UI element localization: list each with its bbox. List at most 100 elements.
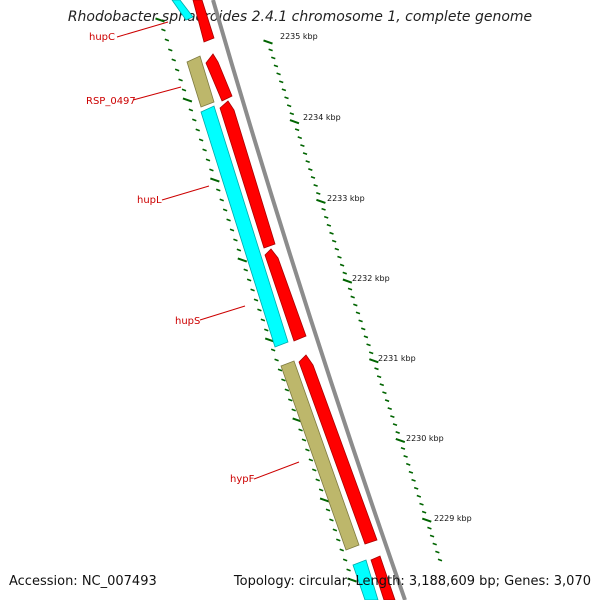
outer-tick-mark bbox=[421, 510, 427, 514]
gene-hupl-forward[interactable] bbox=[219, 100, 276, 249]
gene-label-leaders bbox=[116, 21, 300, 480]
inner-tick-mark bbox=[243, 268, 248, 272]
inner-tick-mark bbox=[233, 238, 238, 242]
inner-tick-mark bbox=[216, 188, 221, 192]
outer-tick-mark bbox=[360, 327, 366, 331]
outer-tick-mark bbox=[278, 80, 284, 84]
inner-tick-mark bbox=[237, 257, 248, 263]
inner-tick-mark bbox=[155, 17, 165, 23]
outer-tick-mark bbox=[323, 215, 329, 219]
gene-next-reverse[interactable] bbox=[352, 559, 379, 600]
outer-tick-mark bbox=[395, 437, 406, 443]
gene-hupc-reverse[interactable] bbox=[171, 0, 194, 21]
outer-tick-mark bbox=[281, 88, 287, 92]
leader-rsp0497 bbox=[132, 86, 182, 101]
inner-tick-mark bbox=[171, 58, 176, 62]
outer-tick-mark bbox=[289, 119, 300, 125]
outer-tick-mark bbox=[355, 311, 361, 315]
inner-tick-mark bbox=[253, 298, 259, 302]
leader-hypf bbox=[253, 461, 300, 480]
outer-tick-mark bbox=[273, 64, 279, 68]
outer-tick-mark bbox=[342, 271, 348, 275]
outer-tick-mark bbox=[421, 517, 432, 523]
outer-tick-mark bbox=[368, 351, 374, 355]
inner-tick-mark bbox=[188, 108, 194, 112]
inner-tick-mark bbox=[229, 228, 235, 232]
outer-tick-mark bbox=[353, 303, 358, 307]
outer-tick-mark bbox=[432, 542, 437, 546]
gene-next-forward[interactable] bbox=[370, 555, 396, 600]
outer-tick-mark bbox=[419, 502, 424, 506]
kbp-label-2231: 2231 kbp bbox=[378, 354, 416, 363]
leader-hupc bbox=[116, 21, 169, 38]
inner-tick-mark bbox=[342, 558, 348, 562]
inner-tick-mark bbox=[164, 38, 170, 42]
inner-tick-mark bbox=[346, 568, 351, 572]
inner-tick-mark bbox=[168, 48, 173, 52]
outer-tick-mark bbox=[316, 198, 326, 204]
outer-tick-mark bbox=[331, 239, 337, 243]
inner-tick-mark bbox=[288, 398, 293, 402]
inner-tick-mark bbox=[305, 448, 310, 452]
inner-tick-mark bbox=[318, 488, 324, 492]
inner-tick-mark bbox=[315, 478, 320, 482]
gene-label-rsp0497[interactable]: RSP_0497 bbox=[86, 96, 136, 107]
outer-tick-mark bbox=[289, 112, 295, 116]
outer-tick-mark bbox=[405, 462, 411, 466]
outer-tick-mark bbox=[384, 399, 390, 403]
outer-tick-mark bbox=[294, 128, 300, 132]
gene-rsp0497-forward[interactable] bbox=[205, 53, 233, 102]
outer-tick-mark bbox=[390, 415, 395, 419]
inner-tick-mark bbox=[325, 508, 331, 512]
gene-hypf-forward[interactable] bbox=[298, 354, 378, 545]
inner-tick-mark bbox=[336, 538, 341, 542]
inner-tick-mark bbox=[257, 308, 262, 312]
outer-tick-mark bbox=[334, 247, 340, 251]
inner-tick-mark bbox=[329, 518, 334, 522]
gene-hupl-reverse[interactable] bbox=[200, 105, 289, 348]
inner-tick-mark bbox=[202, 148, 207, 152]
outer-tick-mark bbox=[337, 255, 342, 259]
inner-tick-mark bbox=[209, 168, 214, 172]
inner-tick-mark bbox=[347, 577, 357, 583]
outer-tick-mark bbox=[297, 136, 303, 140]
inner-tick-mark bbox=[301, 438, 307, 442]
inner-tick-mark bbox=[270, 348, 276, 352]
gene-label-hups[interactable]: hupS bbox=[175, 316, 200, 327]
inner-tick-mark bbox=[246, 278, 252, 282]
inner-tick-mark bbox=[222, 208, 228, 212]
inner-tick-mark bbox=[339, 548, 344, 552]
leader-hups bbox=[199, 305, 246, 321]
inner-tick-mark bbox=[291, 408, 296, 412]
inner-tick-mark bbox=[298, 428, 303, 432]
inner-tick-mark bbox=[319, 497, 330, 503]
accession-text: Accession: NC_007493 bbox=[9, 574, 157, 589]
inner-tick-mark bbox=[198, 138, 204, 142]
inner-tick-mark bbox=[260, 318, 266, 322]
gene-label-hupl[interactable]: hupL bbox=[137, 195, 162, 206]
outer-tick-mark bbox=[366, 343, 371, 347]
outer-tick-mark bbox=[310, 176, 316, 179]
inner-tick-mark bbox=[308, 458, 314, 462]
outer-tick-mark bbox=[313, 183, 318, 187]
outer-tick-mark bbox=[276, 72, 281, 76]
outer-tick-mark bbox=[308, 168, 313, 171]
outer-tick-mark bbox=[302, 152, 308, 156]
outer-tick-mark bbox=[374, 367, 379, 371]
outer-tick-mark bbox=[326, 223, 332, 227]
outer-tick-mark bbox=[369, 358, 379, 364]
gene-label-hupc[interactable]: hupC bbox=[89, 32, 115, 43]
gene-hupc-forward[interactable] bbox=[192, 0, 215, 43]
inner-tick-mark bbox=[161, 28, 166, 32]
outer-tick-mark bbox=[437, 558, 443, 562]
gene-hypf-reverse[interactable] bbox=[280, 360, 360, 551]
gene-label-hypf[interactable]: hypF bbox=[230, 474, 255, 485]
outer-tick-mark bbox=[382, 391, 387, 395]
inner-tick-mark bbox=[178, 78, 183, 82]
outer-tick-mark bbox=[339, 263, 345, 267]
outer-tick-mark bbox=[411, 478, 416, 482]
outer-tick-mark bbox=[358, 319, 363, 323]
gene-rsp0497-reverse[interactable] bbox=[186, 55, 215, 108]
gene-hups-forward[interactable] bbox=[264, 248, 307, 342]
